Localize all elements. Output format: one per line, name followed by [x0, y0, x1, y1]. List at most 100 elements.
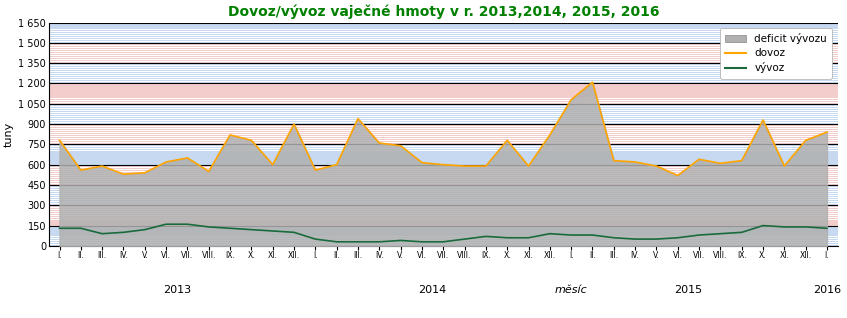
- Bar: [49, 88, 838, 90]
- Bar: [49, 52, 838, 53]
- Bar: [49, 198, 838, 199]
- Bar: [49, 192, 838, 193]
- Bar: [49, 190, 838, 191]
- Text: 2016: 2016: [813, 285, 841, 295]
- Legend: deficit vývozu, dovoz, vývoz: deficit vývozu, dovoz, vývoz: [720, 28, 833, 79]
- Bar: [49, 178, 838, 179]
- Bar: [49, 202, 838, 203]
- Bar: [49, 174, 838, 175]
- Bar: [49, 210, 838, 211]
- Bar: [49, 228, 838, 230]
- Bar: [49, 42, 838, 43]
- Bar: [49, 214, 838, 215]
- Bar: [49, 232, 838, 234]
- Bar: [49, 74, 838, 75]
- Bar: [49, 119, 838, 120]
- Bar: [49, 66, 838, 67]
- Bar: [49, 141, 838, 142]
- Bar: [49, 151, 838, 153]
- Bar: [49, 231, 838, 232]
- Bar: [49, 159, 838, 161]
- Bar: [49, 204, 838, 205]
- Bar: [49, 100, 838, 102]
- Bar: [49, 218, 838, 219]
- Bar: [49, 131, 838, 132]
- Bar: [49, 44, 838, 45]
- Bar: [49, 194, 838, 195]
- Bar: [49, 182, 838, 183]
- Bar: [49, 27, 838, 29]
- Bar: [49, 206, 838, 207]
- Bar: [49, 36, 838, 37]
- Bar: [49, 237, 838, 238]
- Bar: [49, 56, 838, 57]
- Bar: [49, 127, 838, 128]
- Bar: [49, 243, 838, 244]
- Bar: [49, 139, 838, 140]
- Bar: [49, 25, 838, 27]
- Bar: [49, 103, 838, 104]
- Bar: [49, 172, 838, 173]
- Bar: [49, 143, 838, 144]
- Bar: [49, 86, 838, 87]
- Bar: [49, 137, 838, 138]
- Bar: [49, 34, 838, 35]
- Bar: [49, 129, 838, 130]
- Bar: [49, 241, 838, 242]
- Text: měsíc: měsíc: [555, 285, 588, 295]
- Bar: [49, 163, 838, 165]
- Bar: [49, 153, 838, 155]
- Bar: [49, 115, 838, 116]
- Bar: [49, 157, 838, 159]
- Bar: [49, 38, 838, 39]
- Bar: [49, 99, 838, 100]
- Bar: [49, 133, 838, 134]
- Bar: [49, 121, 838, 122]
- Bar: [49, 96, 838, 98]
- Bar: [49, 145, 838, 146]
- Bar: [49, 64, 838, 65]
- Bar: [49, 111, 838, 112]
- Bar: [49, 72, 838, 73]
- Bar: [49, 113, 838, 114]
- Bar: [49, 30, 838, 31]
- Bar: [49, 50, 838, 51]
- Bar: [49, 245, 838, 246]
- Bar: [49, 105, 838, 106]
- Bar: [49, 62, 838, 63]
- Bar: [49, 147, 838, 149]
- Bar: [49, 176, 838, 177]
- Bar: [49, 78, 838, 80]
- Bar: [49, 234, 838, 236]
- Text: 2015: 2015: [674, 285, 702, 295]
- Bar: [49, 238, 838, 240]
- Bar: [49, 90, 838, 92]
- Bar: [49, 226, 838, 228]
- Bar: [49, 208, 838, 209]
- Bar: [49, 188, 838, 189]
- Bar: [49, 54, 838, 55]
- Bar: [49, 125, 838, 126]
- Bar: [49, 84, 838, 86]
- Bar: [49, 60, 838, 61]
- Y-axis label: tuny: tuny: [4, 121, 14, 147]
- Bar: [49, 220, 838, 222]
- Bar: [49, 76, 838, 77]
- Bar: [49, 186, 838, 187]
- Bar: [49, 169, 838, 171]
- Bar: [49, 46, 838, 47]
- Bar: [49, 80, 838, 81]
- Bar: [49, 165, 838, 167]
- Bar: [49, 222, 838, 224]
- Bar: [49, 212, 838, 213]
- Bar: [49, 135, 838, 136]
- Bar: [49, 216, 838, 218]
- Bar: [49, 180, 838, 181]
- Bar: [49, 168, 838, 169]
- Title: Dovoz/vývoz vaječné hmoty v r. 2013,2014, 2015, 2016: Dovoz/vývoz vaječné hmoty v r. 2013,2014…: [228, 4, 659, 19]
- Text: 2013: 2013: [163, 285, 191, 295]
- Bar: [49, 40, 838, 41]
- Bar: [49, 31, 838, 33]
- Bar: [49, 149, 838, 150]
- Bar: [49, 184, 838, 185]
